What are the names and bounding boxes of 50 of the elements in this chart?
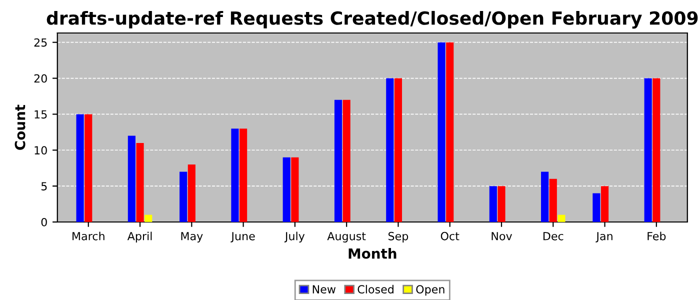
- y-tick-label: 10: [34, 146, 47, 155]
- x-tick-label: Oct: [440, 232, 460, 240]
- bar: [342, 100, 350, 222]
- bar: [240, 128, 248, 222]
- bar: [282, 157, 290, 222]
- bar: [600, 186, 609, 222]
- bar: [291, 157, 299, 222]
- x-tick-label: June: [230, 232, 255, 242]
- bar: [558, 214, 566, 222]
- y-tick-label: 25: [34, 38, 47, 47]
- bar: [334, 100, 342, 222]
- bar: [644, 78, 652, 222]
- x-tick-label: May: [181, 232, 203, 242]
- chart-title: drafts-update-ref Requests Created/Closed/Open February 2009: [46, 10, 698, 29]
- bar: [76, 114, 84, 222]
- y-tick-label: 0: [41, 218, 47, 226]
- bar: [188, 164, 196, 222]
- bar: [438, 42, 446, 222]
- x-tick-label: Feb: [648, 232, 666, 240]
- bar: [128, 136, 136, 222]
- bar: [136, 142, 144, 222]
- bar: [592, 193, 600, 222]
- x-tick-label: August: [327, 232, 366, 242]
- x-tick-label: Sep: [388, 232, 408, 242]
- x-tick-label: Dec: [543, 232, 564, 240]
- x-tick-label: April: [127, 232, 152, 242]
- x-tick-label: July: [284, 232, 305, 242]
- bar: [498, 186, 506, 222]
- bar: [549, 178, 557, 222]
- x-tick-label: Jan: [596, 232, 612, 242]
- bar: [144, 214, 152, 222]
- bar: [386, 78, 394, 222]
- legend-label: Open: [416, 285, 444, 296]
- bar: [652, 78, 660, 222]
- legend-label: New: [312, 285, 336, 294]
- y-axis-title: Count: [14, 104, 26, 150]
- bar: [180, 172, 188, 222]
- bar: [231, 128, 239, 222]
- bar: [541, 172, 549, 222]
- legend-label: Closed: [358, 284, 394, 294]
- bar: [84, 114, 92, 222]
- bar: [489, 186, 497, 222]
- y-tick-label: 20: [34, 74, 47, 83]
- x-tick-label: March: [72, 232, 104, 240]
- y-tick-label: 5: [41, 182, 47, 190]
- bar: [394, 78, 402, 222]
- y-tick-label: 15: [34, 110, 47, 119]
- x-tick-label: Nov: [492, 232, 512, 240]
- bar: [446, 42, 454, 222]
- x-axis-title: Month: [348, 248, 396, 259]
